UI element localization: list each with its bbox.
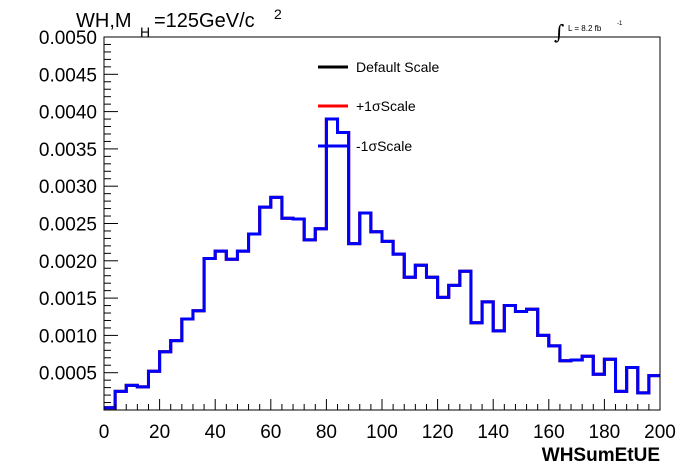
legend-label-default-scale: Default Scale	[356, 59, 439, 75]
legend-label-minus-scale: -1σScale	[356, 138, 412, 154]
y-tick-label: 0.0040	[39, 103, 97, 124]
y-tick-label: 0.0005	[39, 364, 97, 385]
y-tick-label: 0.0035	[39, 140, 97, 161]
y-tick-label: 0.0025	[39, 215, 97, 236]
x-tick-label: 140	[477, 422, 509, 443]
y-tick-label: 0.0020	[39, 252, 97, 273]
luminosity-superscript: -1	[617, 21, 623, 27]
x-tick-label: 120	[422, 422, 454, 443]
chart-title-superscript: 2	[274, 6, 282, 22]
histogram-layer	[104, 117, 660, 410]
x-tick-label: 80	[316, 422, 337, 443]
chart-title-main: WH,M	[76, 10, 132, 32]
x-tick-label: 40	[205, 422, 226, 443]
histogram-series-2	[104, 117, 660, 410]
integral-sign: ∫	[554, 20, 564, 44]
x-tick-label: 20	[149, 422, 170, 443]
x-tick-label: 200	[644, 422, 676, 443]
y-tick-label: 0.0015	[39, 289, 97, 310]
x-tick-label: 180	[589, 422, 621, 443]
x-tick-label: 0	[99, 422, 110, 443]
legend: Default Scale +1σScale -1σScale	[318, 59, 439, 154]
x-tick-label: 160	[533, 422, 565, 443]
chart-title-rest: =125GeV/c	[154, 10, 255, 32]
axes-layer: 0 20 40 60 80 100 120 140 160 180 200 0.0005 0.0010 0…	[39, 28, 676, 443]
y-tick-label: 0.0045	[39, 65, 97, 86]
x-tick-label: 100	[366, 422, 398, 443]
y-tick-label: 0.0010	[39, 326, 97, 347]
y-tick-label: 0.0030	[39, 177, 97, 198]
y-tick-label: 0.0050	[39, 28, 97, 49]
luminosity-label: L = 8.2 fb	[568, 24, 602, 33]
legend-label-plus-scale: +1σScale	[356, 98, 416, 114]
x-tick-label: 60	[260, 422, 281, 443]
x-axis-title: WHSumEtUE	[542, 445, 660, 466]
chart-title-subscript: H	[140, 24, 150, 40]
